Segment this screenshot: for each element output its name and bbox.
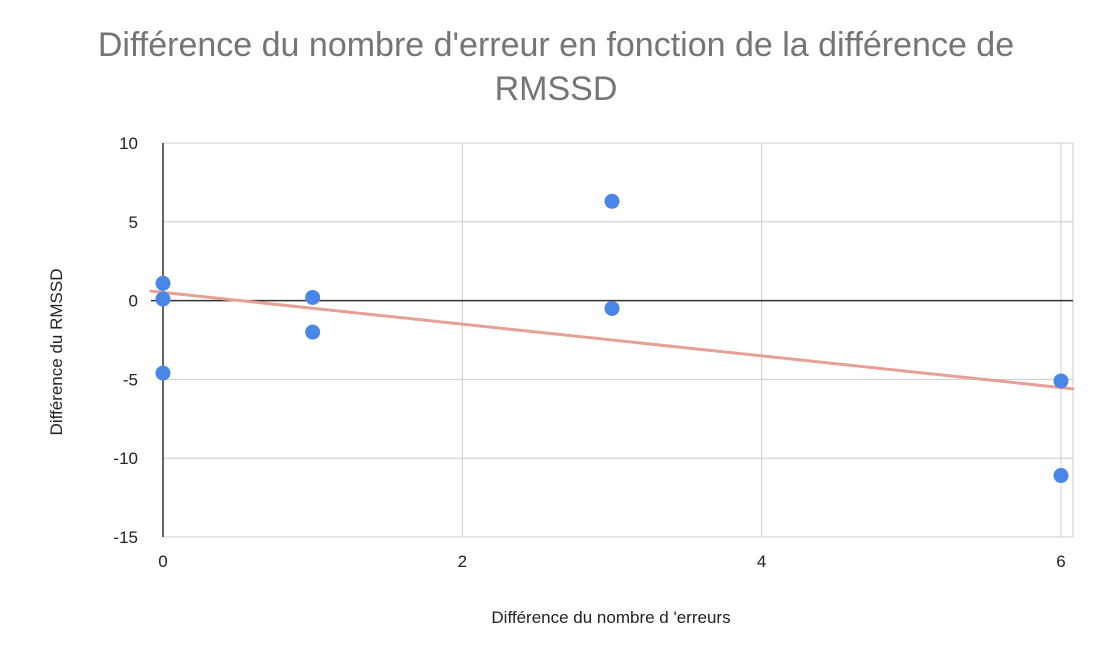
y-tick-label: 10 xyxy=(119,134,138,153)
grid-lines xyxy=(163,142,1074,538)
y-tick-label: 0 xyxy=(129,292,138,311)
y-tick-label: -10 xyxy=(113,449,138,468)
x-axis-title: Différence du nombre d 'erreurs xyxy=(491,608,730,627)
axes xyxy=(151,143,1073,537)
x-tick-label: 4 xyxy=(757,552,766,571)
data-point xyxy=(604,193,620,209)
y-axis-title: Différence du RMSSD xyxy=(47,269,66,436)
data-point xyxy=(155,291,171,307)
tick-labels: -15 -10 -5 0 5 10 0 2 4 6 xyxy=(113,134,1065,571)
data-point xyxy=(155,365,171,381)
x-tick-label: 0 xyxy=(158,552,167,571)
y-tick-label: 5 xyxy=(129,213,138,232)
chart-title-line-2: RMSSD xyxy=(495,70,618,108)
chart-title-line-1: Différence du nombre d'erreur en fonctio… xyxy=(98,26,1014,64)
x-tick-label: 6 xyxy=(1056,552,1065,571)
data-points xyxy=(155,193,1069,484)
data-point xyxy=(155,275,171,291)
y-tick-label: -5 xyxy=(123,370,138,389)
data-point xyxy=(1053,373,1069,389)
data-point xyxy=(1053,468,1069,484)
data-point xyxy=(305,324,321,340)
x-tick-label: 2 xyxy=(458,552,467,571)
trendline xyxy=(149,289,1075,391)
data-point xyxy=(305,289,321,305)
data-point xyxy=(604,300,620,316)
y-tick-label: -15 xyxy=(113,528,138,547)
trendline-layer xyxy=(149,289,1075,391)
